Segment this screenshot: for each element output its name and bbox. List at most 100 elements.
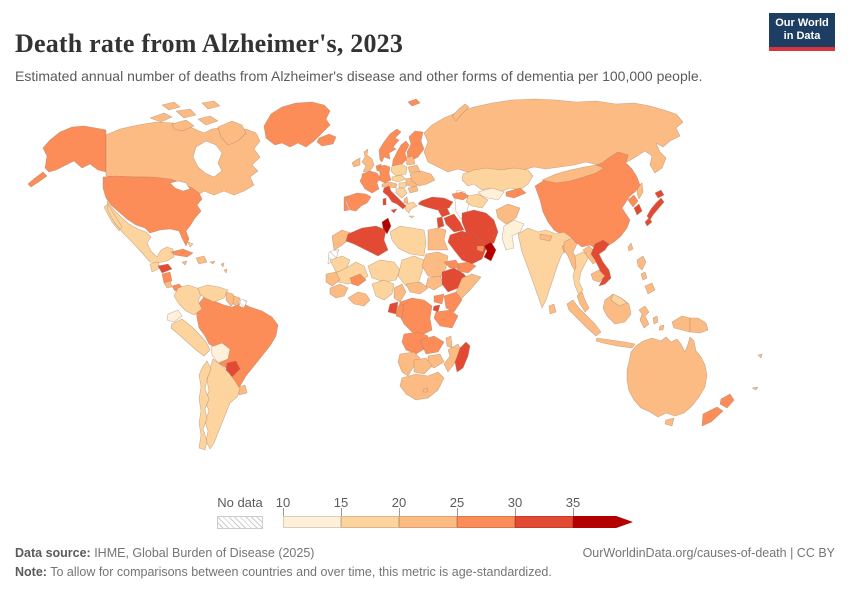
country-caucasus[interactable] — [451, 191, 470, 201]
country-burkina-faso[interactable] — [349, 273, 367, 287]
country-hispaniola[interactable] — [195, 255, 208, 265]
country-mozambique[interactable] — [443, 343, 463, 373]
country-kyrgyzstan[interactable] — [505, 187, 527, 199]
country-botswana[interactable] — [413, 357, 433, 375]
country-iraq[interactable] — [443, 213, 465, 233]
country-thailand[interactable] — [572, 251, 590, 296]
country-venezuela[interactable] — [197, 284, 229, 303]
country-honduras[interactable] — [157, 263, 173, 274]
country-madagascar[interactable] — [454, 341, 471, 373]
country-peru[interactable] — [170, 318, 211, 357]
country-novaya-zemlya[interactable] — [451, 103, 470, 122]
country-chile[interactable] — [198, 360, 212, 451]
country-nepal[interactable] — [539, 233, 553, 242]
country-egypt[interactable] — [427, 227, 449, 251]
country-nigeria[interactable] — [371, 279, 395, 301]
country-algeria[interactable] — [345, 225, 389, 257]
country-colombia[interactable] — [173, 284, 203, 316]
country-gabon[interactable] — [387, 301, 399, 315]
country-hungary[interactable] — [398, 181, 408, 189]
country-borneo-north[interactable] — [610, 293, 628, 307]
country-north-korea[interactable] — [627, 194, 639, 208]
country-central-african-republic[interactable] — [405, 281, 429, 295]
country-iceland[interactable] — [316, 133, 337, 147]
legend-bin-15-20[interactable] — [341, 516, 399, 528]
country-levant[interactable] — [436, 216, 445, 229]
country-sri-lanka[interactable] — [548, 303, 557, 315]
country-paraguay[interactable] — [225, 360, 241, 378]
country-costa-rica[interactable] — [163, 280, 173, 289]
country-uae[interactable] — [476, 245, 485, 253]
country-germany[interactable] — [377, 164, 392, 184]
country-ukraine[interactable] — [409, 170, 436, 187]
country-italy[interactable] — [382, 185, 407, 214]
country-mongolia[interactable] — [541, 164, 605, 184]
country-portugal[interactable] — [343, 195, 350, 212]
no-data-swatch[interactable] — [217, 516, 263, 529]
country-malawi[interactable] — [445, 335, 453, 349]
country-chad[interactable] — [397, 255, 425, 287]
country-baltics[interactable] — [405, 155, 416, 166]
country-greece[interactable] — [404, 201, 418, 219]
country-canadian-arctic[interactable] — [149, 100, 247, 146]
country-tanzania[interactable] — [433, 309, 459, 329]
country-bolivia[interactable] — [210, 342, 231, 364]
country-jamaica[interactable] — [181, 260, 188, 266]
country-greenland[interactable] — [263, 101, 331, 148]
country-philippines[interactable] — [636, 255, 656, 295]
country-uzbekistan[interactable] — [477, 187, 505, 201]
country-kazakhstan[interactable] — [461, 167, 534, 193]
country-syria[interactable] — [437, 207, 451, 218]
country-yemen[interactable] — [455, 261, 477, 274]
country-france[interactable] — [359, 170, 381, 194]
country-mauritania[interactable] — [329, 255, 351, 273]
country-rwanda-burundi[interactable] — [432, 304, 441, 313]
country-nicaragua[interactable] — [161, 271, 173, 284]
country-uk[interactable] — [361, 148, 375, 173]
country-lesotho[interactable] — [422, 387, 429, 393]
country-bulgaria[interactable] — [407, 185, 419, 194]
legend-bin-30-35[interactable] — [515, 516, 573, 528]
country-south-korea[interactable] — [633, 203, 643, 216]
country-fiji[interactable] — [757, 353, 763, 359]
country-west-papua[interactable] — [671, 315, 691, 333]
country-ecuador[interactable] — [166, 309, 183, 323]
country-bahamas[interactable] — [187, 241, 194, 248]
country-mexico[interactable] — [103, 200, 175, 264]
country-lesser-antilles[interactable] — [220, 262, 228, 274]
country-alaska[interactable] — [27, 125, 107, 188]
country-sulawesi[interactable] — [638, 305, 650, 329]
country-papua-new-guinea[interactable] — [689, 317, 709, 334]
country-cambodia[interactable] — [590, 269, 606, 283]
legend-bin-20-25[interactable] — [399, 516, 457, 528]
country-new-zealand-north[interactable] — [719, 393, 735, 409]
country-new-caledonia[interactable] — [751, 386, 759, 391]
country-ireland[interactable] — [351, 157, 361, 168]
country-suriname[interactable] — [232, 295, 241, 307]
country-vietnam[interactable] — [590, 239, 612, 287]
country-alps[interactable] — [381, 181, 398, 189]
country-moluccas[interactable] — [652, 315, 665, 331]
country-turkey[interactable] — [417, 196, 454, 211]
country-pakistan[interactable] — [501, 219, 525, 251]
country-malaysia[interactable] — [576, 291, 590, 313]
country-niger[interactable] — [367, 259, 401, 283]
country-tasmania[interactable] — [664, 417, 675, 427]
legend-bin-10-15[interactable] — [283, 516, 341, 528]
country-south-sudan[interactable] — [425, 275, 445, 291]
country-senegal[interactable] — [325, 271, 341, 287]
country-eritrea[interactable] — [443, 259, 461, 269]
country-angola[interactable] — [401, 331, 429, 355]
country-saudi-arabia[interactable] — [447, 230, 487, 265]
country-libya[interactable] — [389, 225, 427, 257]
country-spain[interactable] — [346, 192, 372, 212]
country-svalbard[interactable] — [407, 98, 421, 107]
owid-logo[interactable]: Our World in Data — [769, 13, 835, 51]
country-kenya[interactable] — [443, 291, 463, 313]
country-balkans[interactable] — [395, 187, 408, 199]
country-finland[interactable] — [406, 130, 425, 162]
country-japan[interactable] — [644, 189, 665, 227]
country-namibia[interactable] — [397, 351, 421, 377]
country-puerto-rico[interactable] — [209, 260, 216, 265]
country-uganda[interactable] — [433, 293, 445, 305]
